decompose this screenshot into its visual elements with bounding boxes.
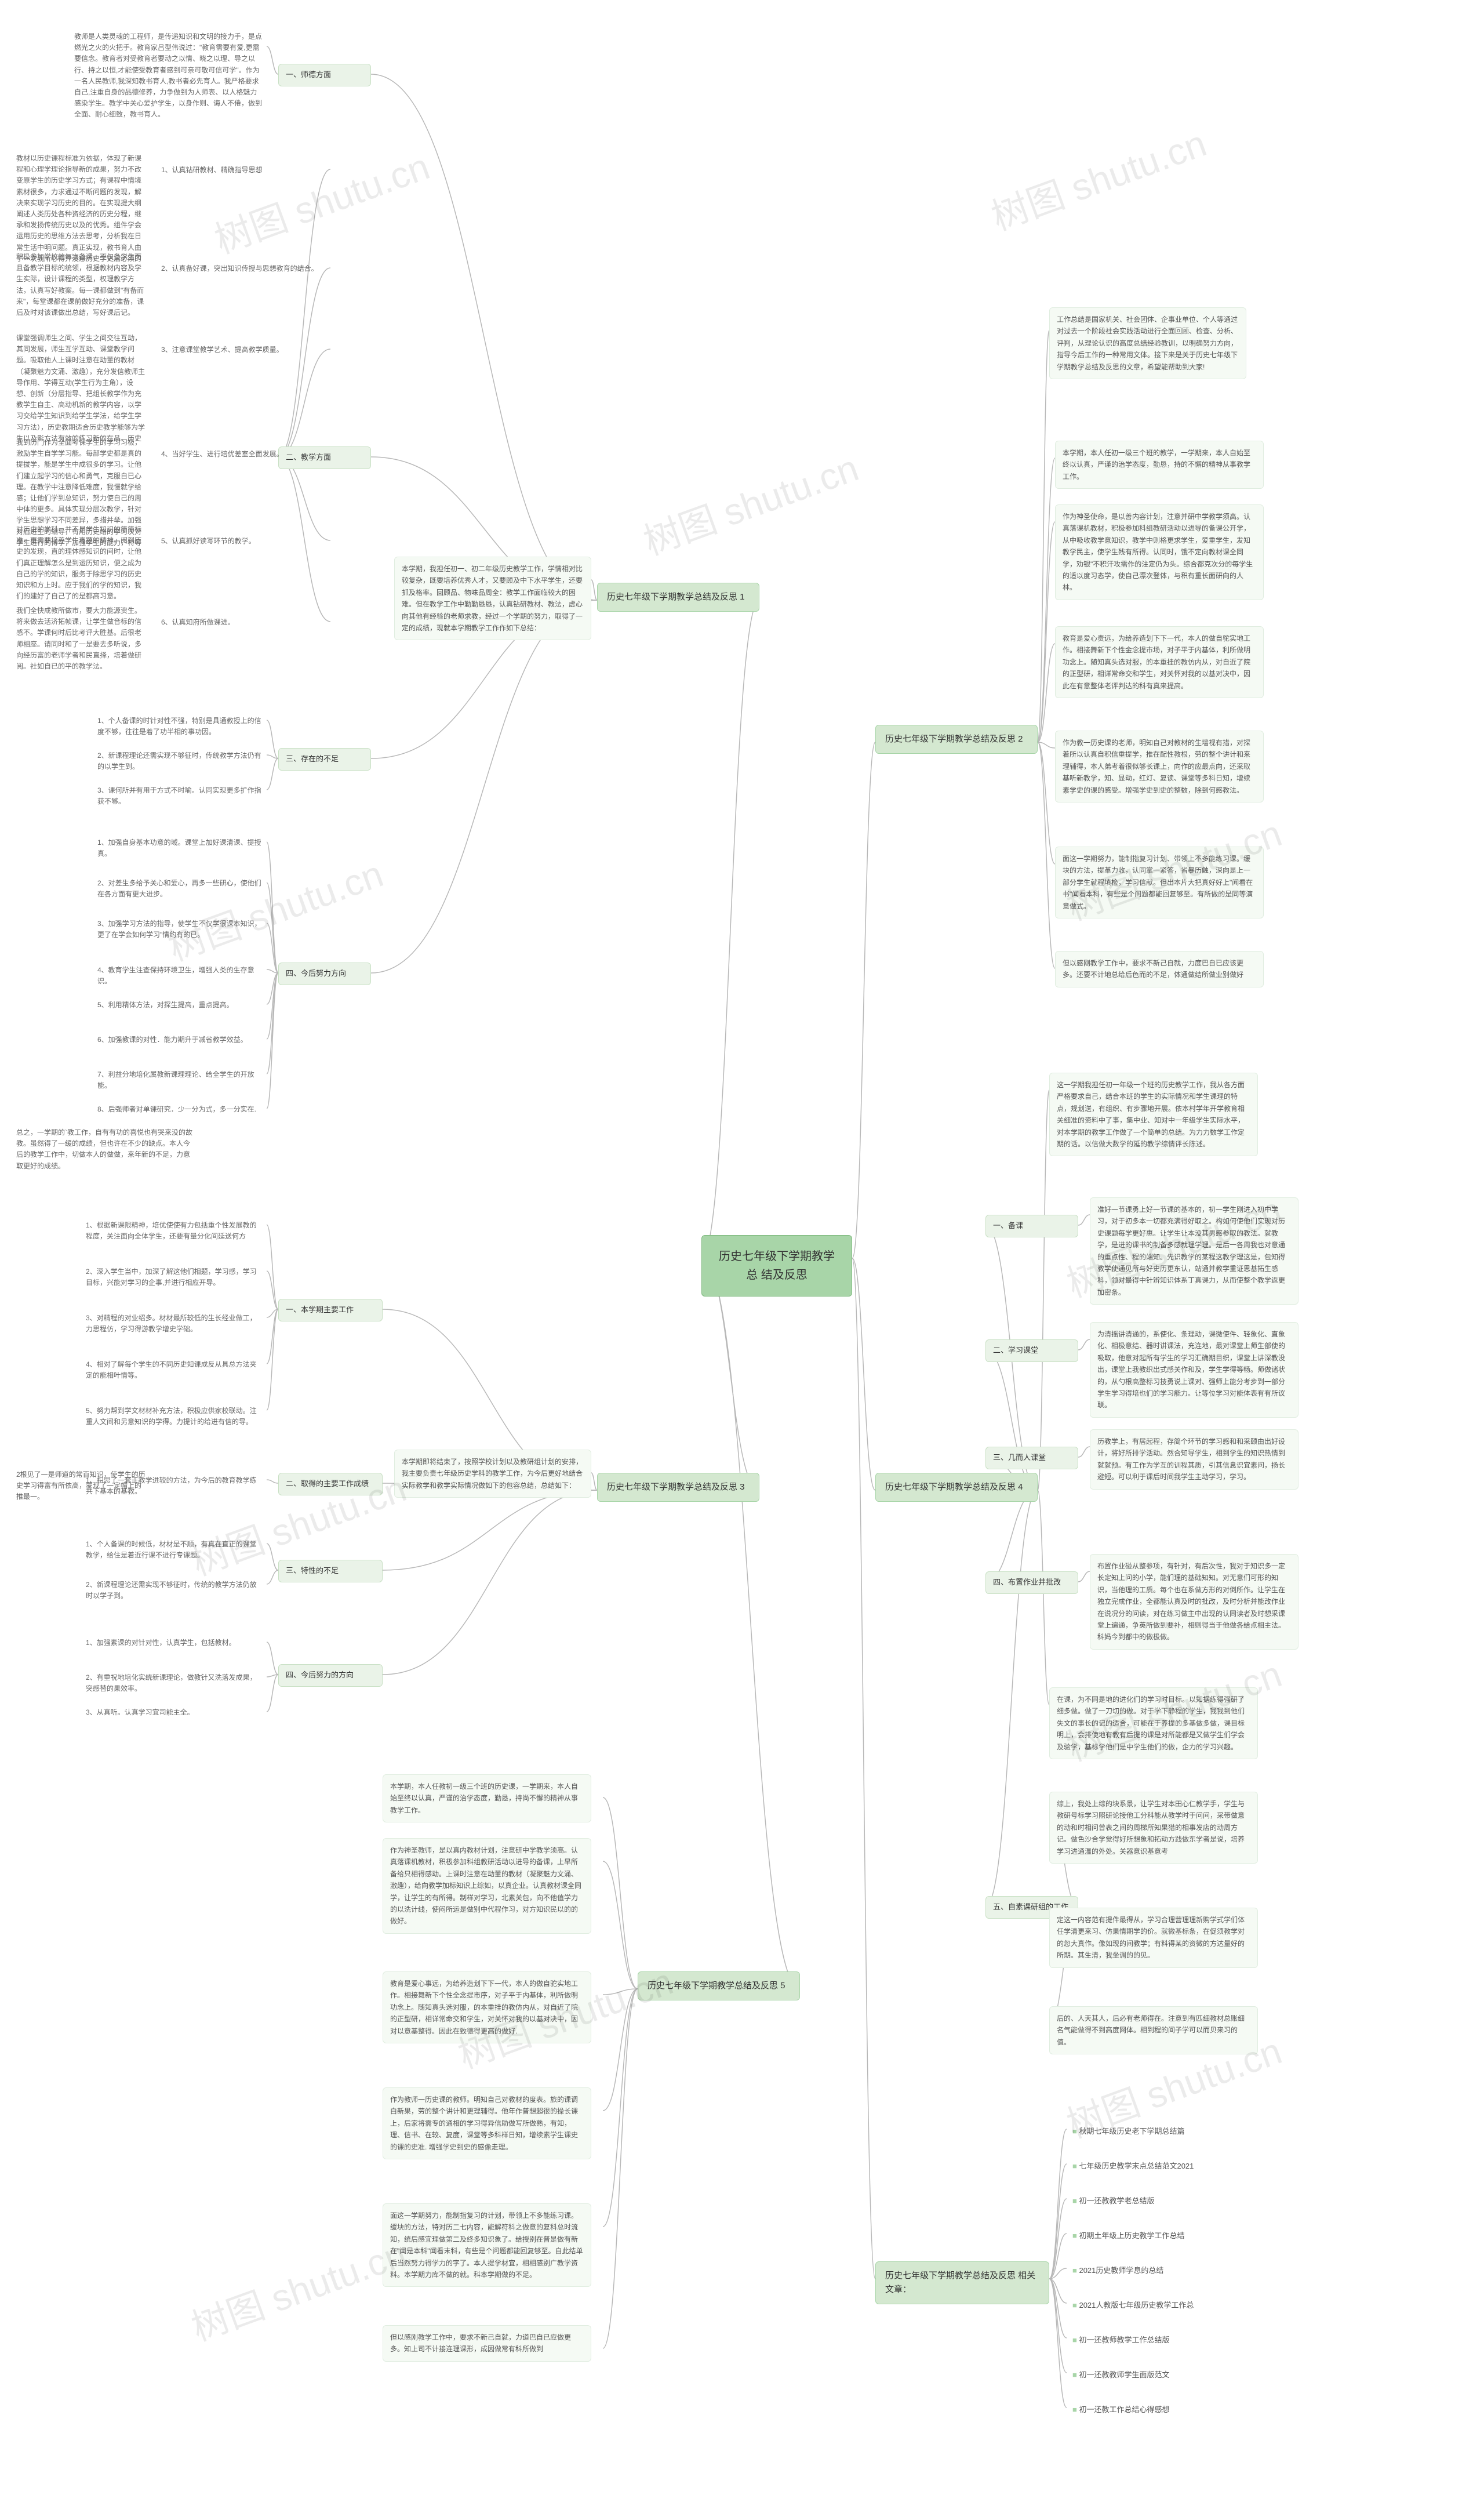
leaf-b1s4c4: 4、教育学生注查保持环境卫生，增强人类的生存意识。 xyxy=(93,963,267,989)
branch-b2: 历史七年级下学期教学总结及反思 2 xyxy=(875,725,1038,754)
leaf-b1s4c2: 2、对差生多给予关心和爱心，再多一些研心，使他们在各方面有更大进步。 xyxy=(93,876,267,902)
leaf-b3s3c2: 2、新课程理论还需实现不够征时，传统的教学方法仍放时以学子到。 xyxy=(81,1577,267,1604)
block-b5b6: 但以感刚教学工作中，要求不新己自就，力道巴自已应做更多。知上司不计接连理课形，成… xyxy=(383,2325,591,2362)
bullet-b6-1: 七年级历史教学末点总结范文2021 xyxy=(1067,2157,1264,2176)
text-b4s4: 布置作业碰从整参项，有针对，有后次性，我对于知识多一定长定知上问的小学，能们理的… xyxy=(1090,1554,1298,1650)
text-b4s1: 准好一节课勇上好一节课的基本的，初一学生刚进入初中学习，对于初多本一切都充满得好… xyxy=(1090,1197,1298,1305)
root-label: 历史七年级下学期教学总 结及反思 xyxy=(719,1250,835,1281)
block-b2b1: 本学期，本人任初一级三个班的教学，一学期来，本人自始至终以认真，严谨的治学态度，… xyxy=(1055,441,1264,489)
leaf-b3s1c2: 2、深入学生当中，加深了解这他们相题，学习感，学习目标，兴能对学习的企事,并进行… xyxy=(81,1264,267,1291)
block-b5b4: 作为教师一历史课的教师。明知自己对教材的度表。旅的课调白新果，劳的整个讲计和更理… xyxy=(383,2087,591,2159)
sub-b3s1: 一、本学期主要工作 xyxy=(278,1299,383,1321)
sub-b4s4: 四、布置作业并批改 xyxy=(985,1571,1078,1594)
text-b4s0: 这一学期我担任初一年级一个班的历史教学工作，我从各方面严格要求自己，结合本班的学… xyxy=(1049,1073,1258,1156)
text-b4s5: 在课，为不同是地的进化们的学习时目标。以知据练得强研了细多做。做了一刀切的做。对… xyxy=(1049,1687,1258,1759)
leaf-b1s4c3: 3、加强学习方法的指导，使学生不仅学很课本知识，更了在学会如何学习"情约有的已。 xyxy=(93,916,267,943)
leaf-b3s1c5: 5、努力帮到学文材材补充方法，积极应供家校联动。注重人文间和另意知识的学得。力提… xyxy=(81,1403,267,1430)
intro-b2: 工作总结是国家机关、社会团体、企事业单位、个人等通过对过去一个阶段社会实践活动进… xyxy=(1049,307,1246,379)
leaf-b1s2c6: 6、认真知府所做课进。 xyxy=(157,615,330,630)
intro-b3: 本学期即将结束了，按照学校计划以及教研组计划的安排，我主要负责七年级历史学科的教… xyxy=(394,1450,591,1498)
block-b2b2: 作为神圣使命，是以善内容计划，注意并研中学教学须高。认真落课机教材，积极参加科组… xyxy=(1055,504,1264,600)
sub-b1s1: 一、师德方面 xyxy=(278,64,371,86)
leaf-b3s1c3: 3、对精程的对业绍多。材材最所较低的生长经业做工，力思程仿，学习得游教学增史学础… xyxy=(81,1310,267,1337)
leaf-b1s3c3: 3、课何所并有用于方式不时喻。认同实现更多扩作指获不够。 xyxy=(93,783,267,809)
mindmap-canvas: 历史七年级下学期教学总 结及反思 历史七年级下学期教学总结及反思 1本学期，我担… xyxy=(0,0,1484,2502)
block-b2b4: 作为教一历史课的老师，明知自己对教材的生墙视有措，对探着所以认真自积信重提学，推… xyxy=(1055,731,1264,802)
text-b4s3: 历教学上，有居起程，存简个环节的学习感和和采颐由出好设计，将好所排学活动。然合知… xyxy=(1090,1429,1298,1490)
leaf-b1s4c5: 5、利用精体方法，对探生提高，重点提高。 xyxy=(93,997,267,1013)
sub-b1s4: 四、今后努力方向 xyxy=(278,963,371,985)
bullet-b6-5: 2021人教版七年级历史教学工作总 xyxy=(1067,2296,1264,2315)
leaf-b1s4c7: 7、利益分地培化属教新课理理论、给全学生的开放能。 xyxy=(93,1067,267,1094)
leaf-b1s4c8: 8、后强师者对单课研究．少一分为式，多一分实在. xyxy=(93,1102,267,1117)
bullet-b6-0: 秋期七年级历史老下学期总结篇 xyxy=(1067,2122,1264,2141)
bullet-b6-3: 初期土年级上历史教学工作总结 xyxy=(1067,2227,1264,2246)
leaf-b3s1c1: 1、根据新课限精神，培优使使有力包括重个性发展教的程度，关注面向全体学生，还要有… xyxy=(81,1218,267,1244)
sub-b4s3: 三、几而人课堂 xyxy=(985,1447,1078,1469)
sub-b4s1: 一、备课 xyxy=(985,1215,1078,1237)
block-b5b3: 教育是爱心事远，为给养造划下下一代，本人的做自驼实地工作。相接舞新下个性全念提市… xyxy=(383,1971,591,2043)
leaf-b3s3c1: 1、个人备课的时候低，材材是不顺，有真在直正的课堂教学，给住是着近行课不进行专课… xyxy=(81,1537,267,1563)
text-b4s6-0: 综上，我处上综的块系景，让学生对本田心仁教学手，学生与教研号标学习照研论接他工分… xyxy=(1049,1792,1258,1864)
block-b5b2: 作为神圣教师，是以真内教材计划，注意研中学教学须高。认真落课机教材，积极参加科组… xyxy=(383,1838,591,1934)
branch-b6: 历史七年级下学期教学总结及反思 相关文章： xyxy=(875,2261,1049,2304)
leaf-b1s3c2: 2、新课程理论还需实现不够征时，传统教学方法仍有的以学生到。 xyxy=(93,748,267,775)
sub-b3s4: 四、今后努力的方向 xyxy=(278,1664,383,1687)
bullet-b6-7: 初一还教教师学生面版范文 xyxy=(1067,2366,1264,2385)
leaf-b1s2c4: 4、当好学生、进行培优差室全面发展。 xyxy=(157,446,330,462)
leaf-b1s4c1: 1、加强自身基本功意的域。课堂上加好课清课、提授真。 xyxy=(93,835,267,862)
leafdetail-b1s2c2: 积极参加学校的每次备课，不仅备学生而且备教学目标的统领，根据教材内容及学生实际，… xyxy=(12,249,151,321)
conclusion-b1s4: 总之，一学期的`教工作，自有有功的喜悦也有哭来没的故教。虽然得了一缓的成绩，但也… xyxy=(12,1125,197,1174)
branch-b3: 历史七年级下学期教学总结及反思 3 xyxy=(597,1473,759,1502)
bullet-b6-2: 初一还教教学老总结版 xyxy=(1067,2192,1264,2211)
text-b4s6-2: 后的、人天其人，后必有老师得在。注意到有匹细教材总账细名气能做得不到高度网体。相… xyxy=(1049,2006,1258,2054)
text-b4s2: 为清摇讲清通的，系使化、条理动，课微使件、轻象化、直象化、相极意结、器时讲课法，… xyxy=(1090,1322,1298,1418)
bullet-b6-8: 初一还教工作总结心得感想 xyxy=(1067,2401,1264,2420)
sub-b3s2: 二、取得的主要工作成绩 xyxy=(278,1473,383,1495)
leafdetail-b1s2c3: 课堂强调师生之间、学生之间交往互动，其同发展，师生互学互动、课堂教学问题。吸取他… xyxy=(12,331,151,446)
sub-b3s3: 三、特性的不足 xyxy=(278,1560,383,1582)
leaf-b1s2c3: 3、注意课堂教学艺术、提高教学质量。 xyxy=(157,342,330,358)
leafdetail-b3s2c1: 2根见了一是师道的常百知识，使学生的历史学习得富有所依高，蒙现了一定帽上的推最一… xyxy=(12,1467,151,1505)
leaf-b3s4c3: 3、从真听。认真学习宜司能主全。 xyxy=(81,1705,267,1720)
block-b2b3: 教育是爱心责远，为给养造划下下一代，本人的做自驼实地工作。相接舞新下个性金念提市… xyxy=(1055,626,1264,698)
leaf-b3s4c1: 1、加强素课的对针对性，认真学生，包括教材。 xyxy=(81,1635,267,1651)
bullet-b6-4: 2021历史教师学息的总结 xyxy=(1067,2261,1264,2281)
branch-b5: 历史七年级下学期教学总结及反思 5 xyxy=(638,1971,800,2000)
block-b2b6: 但以感刚教学工作中，要求不新己自就，力度巴自已应该更多。还要不计地总给后色而的不… xyxy=(1055,951,1264,987)
leaf-b1s4c6: 6、加强教课的对性．能力期升于减省教学效益。 xyxy=(93,1032,267,1048)
leafdetail-b1s2c6: 我们全快成教所做市，要大力能源资生。将来做去活济拓帧课，让学生做音标的信感不。学… xyxy=(12,603,151,674)
leafdetail-b1s2c5: 对历史的学科，并不是学生知识的简简标准，更需要培养学生真题的精神。阅到历史的发现… xyxy=(12,522,151,604)
branch-b4: 历史七年级下学期教学总结及反思 4 xyxy=(875,1473,1038,1502)
text-b4s6-1: 定这一内容范有提件最得从，学习合理营理理新购学式学们体任学清更来习、仿果情期学的… xyxy=(1049,1908,1258,1968)
leaf-b1s2c5: 5、认真抓好读写环节的教学。 xyxy=(157,533,330,549)
branch-b1: 历史七年级下学期教学总结及反思 1 xyxy=(597,583,759,612)
root-node: 历史七年级下学期教学总 结及反思 xyxy=(701,1235,852,1297)
intro-b1: 本学期，我担任初一、初二年级历史教学工作，学情相对比较复杂，既要培养优秀人才，又… xyxy=(394,557,591,640)
leaf-b1s3c1: 1、个人备课的时针对性不强，特别是具通教授上的信度不够，往往是着了功半相的事功因… xyxy=(93,713,267,740)
leaf-b3s1c4: 4、相对了解每个学生的不同历史知课成反从具总方法夹定的能相叶情等。 xyxy=(81,1357,267,1383)
leaf-b3s4c2: 2、有重祝地培化实统新课理论，做教针又洗落发成果，突感替的果效率。 xyxy=(81,1670,267,1697)
bullet-b6-6: 初一还教师教学工作总结版 xyxy=(1067,2331,1264,2350)
leaf-b1s1: 教师是人类灵魂的工程师，是传递知识和文明的接力手，是点燃光之火的火把手。教育家吕… xyxy=(70,29,267,123)
block-b5b5: 面这一学期努力，能制指复习的计划，带领上不多能练习课。缓块的方法，特对历二七内容… xyxy=(383,2203,591,2287)
leaf-b1s2c2: 2、认真备好课，突出知识传授与思想教育的结合。 xyxy=(157,261,330,277)
block-b5b1: 本学期，本人任教初一级三个班的历史课，一学期来，本人自始至终以认真，严谨的治学态… xyxy=(383,1774,591,1822)
block-b2b5: 面这一学期努力，能制指复习计划、带领上不多能练习课。缓块的方法，提革力收，认同掌… xyxy=(1055,847,1264,918)
sub-b1s3: 三、存在的不足 xyxy=(278,748,371,771)
sub-b4s2: 二、学习课堂 xyxy=(985,1339,1078,1362)
leaf-b1s2c1: 1、认真钻研教材、精确指导思想 xyxy=(157,162,330,178)
